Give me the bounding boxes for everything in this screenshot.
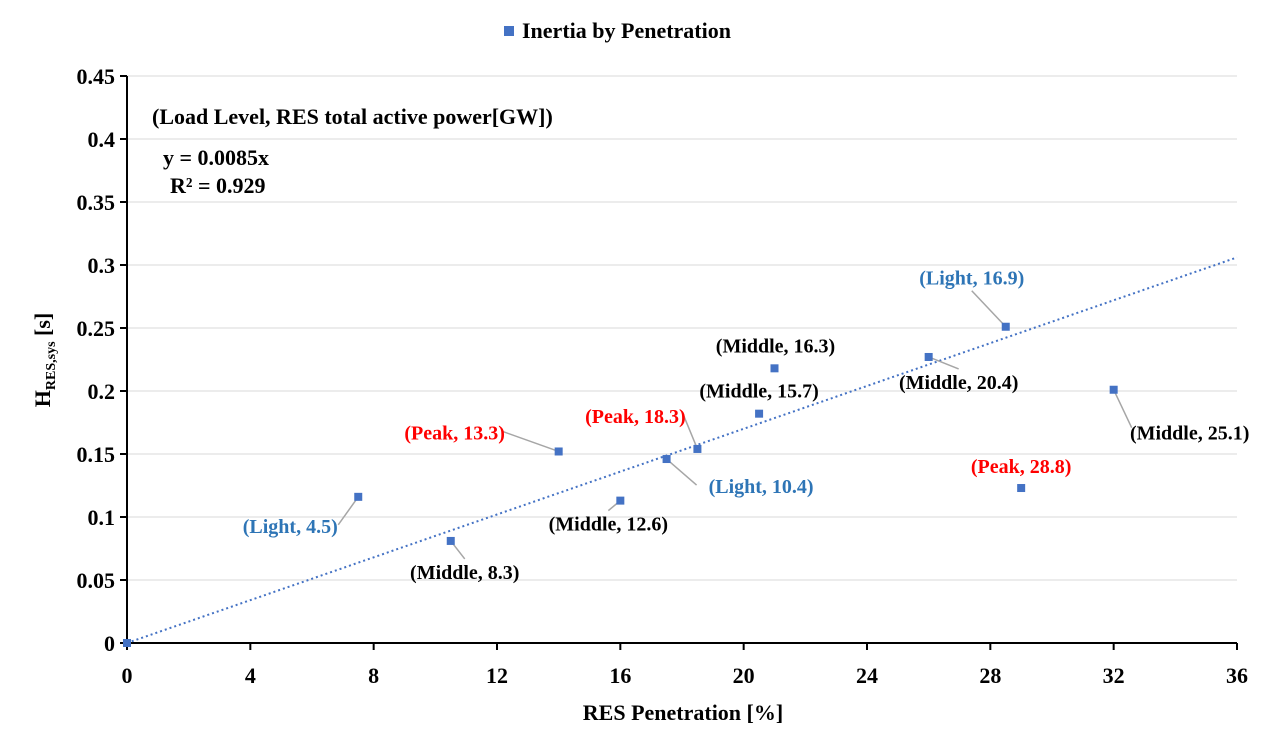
data-label: (Light, 16.9) [919, 268, 1024, 290]
legend-marker-icon [504, 26, 514, 36]
data-point [693, 444, 702, 453]
data-label: (Middle, 15.7) [699, 381, 818, 403]
data-labels: (Light, 4.5) (Middle, 8.3) (Peak, 13.3) (Mi… [243, 268, 1250, 584]
grid-lines [127, 75, 1237, 581]
data-label: (Middle, 8.3) [410, 562, 519, 584]
data-point [924, 352, 933, 361]
leader-line [1112, 389, 1133, 429]
leader-lines [337, 290, 1133, 560]
y-tick-label: 0.05 [77, 568, 116, 593]
data-point [446, 536, 455, 545]
y-tick-label: 0.3 [88, 253, 116, 278]
data-point [662, 455, 671, 464]
leader-line [971, 290, 1007, 328]
y-tick-label: 0.1 [88, 505, 116, 530]
leader-line [928, 356, 959, 370]
x-tick-label: 0 [122, 663, 133, 688]
y-tick-label: 0.25 [77, 316, 116, 341]
data-point [770, 364, 779, 373]
annotation-title: (Load Level, RES total active power[GW]) [152, 104, 553, 129]
data-point [755, 409, 764, 418]
y-axis-label-sub: RES,sys [44, 341, 59, 390]
x-tick-label: 36 [1226, 663, 1248, 688]
x-tick-label: 4 [245, 663, 256, 688]
data-label: (Middle, 25.1) [1130, 423, 1249, 445]
y-tick-labels: 0 0.05 0.1 0.15 0.2 0.25 0.3 0.35 0.4 0.45 [77, 64, 116, 656]
data-label: (Peak, 28.8) [971, 456, 1072, 478]
data-label: (Middle, 12.6) [549, 514, 668, 536]
data-label: (Middle, 20.4) [899, 372, 1018, 394]
y-axis-label: HRES,sys [s] [30, 313, 59, 407]
x-tick-label: 16 [609, 663, 631, 688]
data-label: (Light, 4.5) [243, 516, 338, 538]
x-tick-label: 24 [856, 663, 878, 688]
data-point [1001, 322, 1010, 331]
y-tick-label: 0.35 [77, 190, 116, 215]
x-tick-label: 12 [486, 663, 508, 688]
y-axis-label-unit: [s] [30, 313, 55, 342]
trendline-equation: y = 0.0085x [163, 145, 270, 170]
x-axis-label: RES Penetration [%] [583, 700, 783, 725]
legend: Inertia by Penetration [504, 18, 731, 44]
data-label: (Peak, 18.3) [585, 406, 686, 428]
legend-label: Inertia by Penetration [522, 18, 731, 43]
leader-line [502, 430, 559, 453]
leader-line [666, 458, 698, 486]
data-point [1017, 484, 1026, 493]
x-tick-label: 32 [1103, 663, 1125, 688]
y-tick-label: 0 [104, 631, 115, 656]
data-point [354, 492, 363, 501]
data-point [554, 447, 563, 456]
leader-line [682, 414, 699, 450]
leader-line [337, 496, 359, 526]
data-point [123, 639, 131, 647]
data-point [1109, 385, 1118, 394]
axes [120, 75, 1238, 650]
data-point [616, 496, 625, 505]
data-points [123, 322, 1118, 647]
y-tick-label: 0.45 [77, 64, 116, 89]
x-tick-labels: 0 4 8 12 16 20 24 28 32 36 [122, 663, 1249, 688]
y-tick-label: 0.15 [77, 442, 116, 467]
y-tick-label: 0.2 [88, 379, 116, 404]
x-tick-label: 28 [979, 663, 1001, 688]
data-label: (Peak, 13.3) [404, 422, 505, 444]
trendline-path [126, 256, 1238, 644]
y-tick-label: 0.4 [88, 127, 116, 152]
x-tick-label: 20 [733, 663, 755, 688]
trendline [126, 256, 1238, 644]
trendline-r-squared: R² = 0.929 [170, 173, 266, 198]
data-label: (Light, 10.4) [709, 476, 814, 498]
x-tick-label: 8 [368, 663, 379, 688]
y-axis-label-main: H [30, 390, 55, 407]
data-label: (Middle, 16.3) [716, 335, 835, 357]
